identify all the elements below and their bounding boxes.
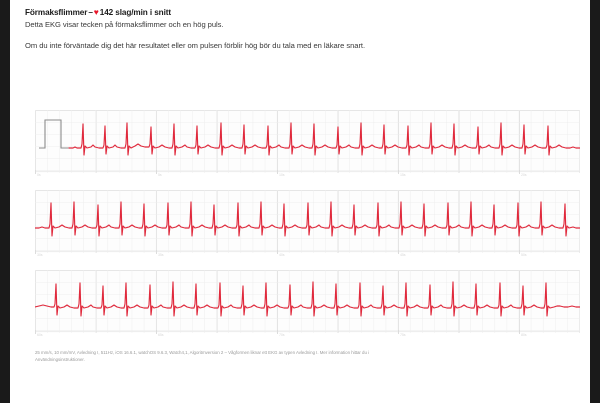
ecg-strip-3-ticks: 60s 65s 70s 75s 80s: [35, 330, 580, 342]
tick-label: 80s: [521, 333, 527, 337]
tick-label: 50s: [521, 253, 527, 257]
bpm-value: 142 slag/min i snitt: [99, 8, 171, 17]
tick-label: 75s: [400, 333, 406, 337]
tick-label: 70s: [279, 333, 285, 337]
tick-label: 30s: [37, 253, 43, 257]
tick-label: 65s: [158, 333, 164, 337]
tick-mark: [156, 250, 157, 254]
ecg-strips-container: 0s 5s 10s 15s 20s 30s 35s: [35, 110, 580, 350]
report-content: Förmaksflimmer–♥142 slag/min i snitt Det…: [25, 0, 577, 51]
footer-line-1: 25 mm/s, 10 mm/mV, Avledning I, 511Hz, i…: [35, 350, 370, 355]
tick-label: 60s: [37, 333, 43, 337]
report-footer: 25 mm/s, 10 mm/mV, Avledning I, 511Hz, i…: [35, 349, 575, 363]
ecg-strip-2-wrap: 30s 35s 40s 45s 50s: [35, 190, 580, 262]
tick-label: 10s: [279, 173, 285, 177]
report-header: Förmaksflimmer–♥142 slag/min i snitt: [25, 7, 577, 18]
tick-mark: [277, 170, 278, 174]
ecg-trace-3-svg: [35, 281, 580, 317]
tick-label: 35s: [158, 253, 164, 257]
diagnosis-title: Förmaksflimmer: [25, 8, 88, 17]
ecg-waveform-2: [35, 201, 580, 237]
header-separator: –: [88, 8, 93, 17]
tick-mark: [35, 170, 36, 174]
heart-icon: ♥: [93, 7, 99, 17]
tick-label: 15s: [400, 173, 406, 177]
tick-label: 5s: [158, 173, 162, 177]
ecg-strip-2-ticks: 30s 35s 40s 45s 50s: [35, 250, 580, 262]
tick-mark: [398, 330, 399, 334]
tick-label: 0s: [37, 173, 41, 177]
ecg-trace-2-svg: [35, 201, 580, 237]
ecg-strip-1: [35, 110, 580, 173]
tick-label: 20s: [521, 173, 527, 177]
tick-mark: [277, 330, 278, 334]
ecg-strip-1-ticks: 0s 5s 10s 15s 20s: [35, 170, 580, 182]
ecg-strip-3: [35, 270, 580, 333]
ecg-trace-1-svg: [39, 119, 580, 156]
ecg-strip-1-wrap: 0s 5s 10s 15s 20s: [35, 110, 580, 182]
tick-mark: [398, 170, 399, 174]
tick-mark: [398, 250, 399, 254]
summary-paragraph-1: Detta EKG visar tecken på förmaksflimmer…: [25, 20, 224, 29]
tick-mark: [156, 330, 157, 334]
ecg-strip-3-wrap: 60s 65s 70s 75s 80s: [35, 270, 580, 342]
tick-mark: [519, 250, 520, 254]
tick-mark: [156, 170, 157, 174]
ecg-waveform-1: [68, 122, 580, 156]
tick-mark: [519, 330, 520, 334]
tick-mark: [519, 170, 520, 174]
footer-line-2[interactable]: Användningsinstruktioner.: [35, 357, 85, 363]
summary-paragraph-2: Om du inte förväntade dig det här result…: [25, 40, 366, 50]
calibration-pulse-icon: [39, 119, 69, 149]
ecg-strip-2: [35, 190, 580, 253]
tick-mark: [35, 250, 36, 254]
tick-mark: [277, 250, 278, 254]
tick-mark: [35, 330, 36, 334]
tick-label: 45s: [400, 253, 406, 257]
ecg-waveform-3: [35, 281, 580, 317]
tick-label: 40s: [279, 253, 285, 257]
ecg-report-page: Förmaksflimmer–♥142 slag/min i snitt Det…: [10, 0, 590, 403]
